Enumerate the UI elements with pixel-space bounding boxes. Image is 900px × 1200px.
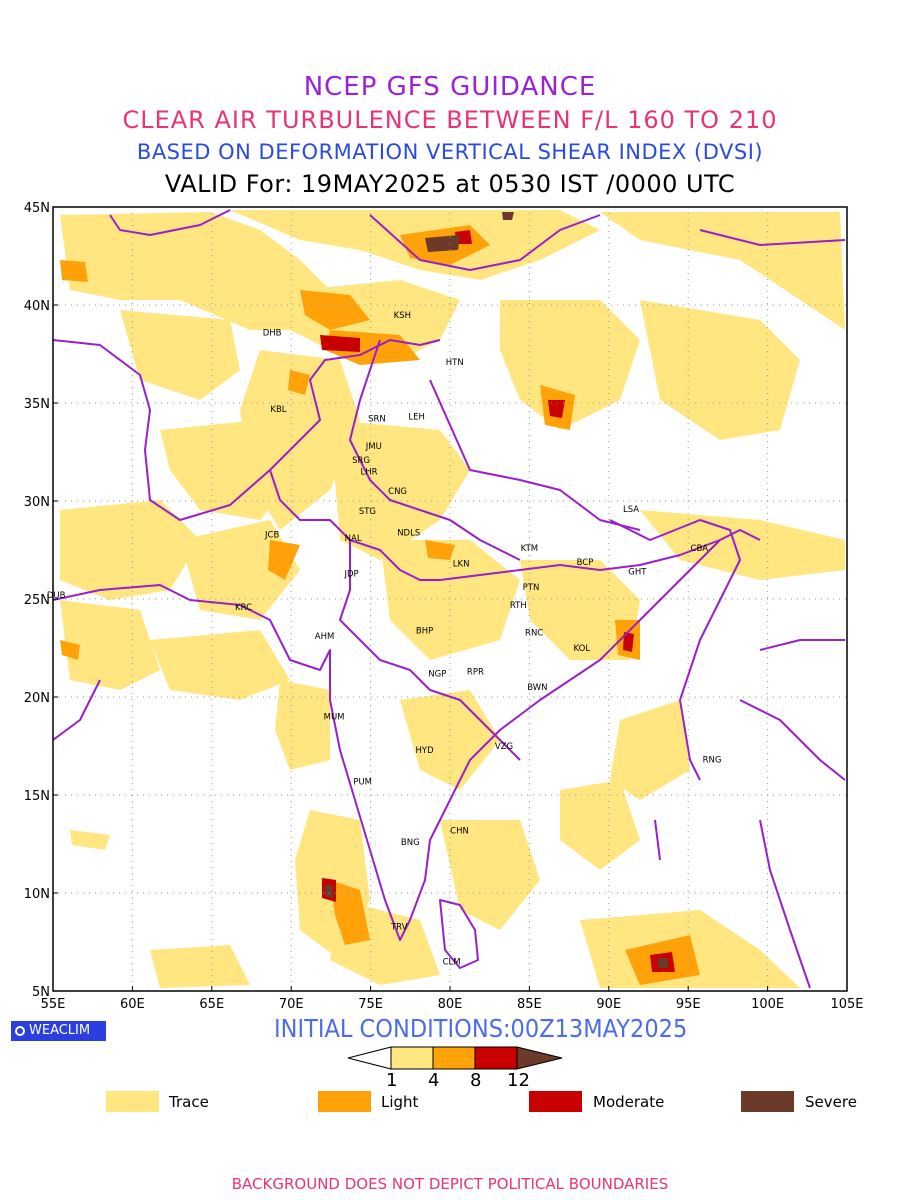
title-line-3: BASED ON DEFORMATION VERTICAL SHEAR INDE… [136, 140, 764, 164]
city-label: LEH [408, 413, 425, 423]
city-label: CBA [691, 544, 709, 554]
colorbar-bin-trace [390, 1046, 434, 1070]
lon-tick-label: 85E [517, 997, 542, 1012]
city-label: RNG [703, 756, 722, 766]
city-label: DHB [263, 328, 282, 338]
lat-tick-label: 45N [24, 201, 50, 216]
longitude-ticks: 55E 60E 65E 70E 75E 80E 85E 90E 95E 100E 105E [41, 986, 864, 1012]
colorbar-bin-moderate [474, 1046, 518, 1070]
city-label: CNG [388, 487, 407, 497]
city-label: BCP [577, 558, 594, 568]
city-label: SRG [352, 456, 370, 466]
city-label: PUM [353, 777, 372, 787]
city-label: TRV [390, 922, 408, 932]
city-label: LKN [453, 560, 470, 570]
city-label: CLM [443, 958, 461, 968]
city-label: HTN [446, 358, 464, 368]
weaclim-logo: WEACLIM [11, 1021, 106, 1041]
city-label: JCB [264, 530, 279, 540]
colorbar-tick-4: 4 [428, 1070, 440, 1091]
city-label: DUB [47, 591, 66, 601]
legend-swatch-moderate [529, 1091, 582, 1112]
city-label: JMU [365, 442, 382, 452]
footer-disclaimer: BACKGROUND DOES NOT DEPICT POLITICAL BOU… [231, 1175, 669, 1193]
lat-tick-label: 35N [24, 397, 50, 412]
lon-tick-label: 90E [596, 997, 621, 1012]
lat-tick-label: 5N [32, 985, 50, 1000]
lat-tick-label: 20N [24, 691, 50, 706]
lat-tick-label: 30N [24, 495, 50, 510]
valid-time: VALID For: 19MAY2025 at 0530 IST /0000 U… [164, 170, 736, 198]
city-label: MUM [324, 713, 345, 723]
title-line-2: CLEAR AIR TURBULENCE BETWEEN F/L 160 TO … [122, 106, 778, 134]
lon-tick-label: 80E [438, 997, 463, 1012]
lon-tick-label: 105E [830, 997, 863, 1012]
lon-tick-label: 70E [279, 997, 304, 1012]
legend-label-moderate: Moderate [593, 1093, 665, 1111]
legend-label-severe: Severe [805, 1093, 857, 1111]
latitude-ticks: 5N 10N 15N 20N 25N 30N 35N 40N 45N [24, 201, 58, 1000]
lon-tick-label: 100E [751, 997, 784, 1012]
legend-swatch-severe [741, 1091, 794, 1112]
lat-tick-label: 10N [24, 887, 50, 902]
colorbar-tick-8: 8 [470, 1070, 482, 1091]
city-label: RPR [467, 668, 484, 678]
lon-tick-label: 75E [358, 997, 383, 1012]
city-label: STG [359, 507, 376, 517]
city-labels: KSH DHB HTN KBL SRN LEH JMU SRG LHR CNG STG JCB NAL N… [47, 311, 722, 968]
lat-tick-label: 25N [24, 593, 50, 608]
city-label: SRN [368, 415, 386, 425]
legend-swatch-trace [106, 1091, 159, 1112]
colorbar [347, 1046, 563, 1070]
colorbar-high-triangle [516, 1046, 563, 1070]
city-label: NGP [428, 669, 446, 679]
city-label: KOL [574, 644, 591, 654]
lon-tick-label: 95E [676, 997, 701, 1012]
city-label: JDP [343, 570, 358, 580]
logo-circle-icon [15, 1026, 25, 1036]
city-label: VZG [495, 742, 513, 752]
city-label: LHR [360, 468, 377, 478]
lon-tick-label: 60E [120, 997, 145, 1012]
colorbar-tick-1: 1 [386, 1070, 398, 1091]
lat-tick-label: 40N [24, 299, 50, 314]
lon-tick-label: 65E [199, 997, 224, 1012]
city-label: KRC [235, 603, 252, 613]
colorbar-tick-12: 12 [507, 1070, 530, 1091]
colorbar-bin-light [432, 1046, 476, 1070]
city-label: LSA [623, 505, 639, 515]
boundaries [53, 209, 846, 989]
city-label: KSH [394, 311, 411, 321]
colorbar-low-triangle [347, 1046, 392, 1070]
legend-swatch-light [318, 1091, 371, 1112]
legend-label-trace: Trace [169, 1093, 209, 1111]
city-label: RNC [525, 628, 543, 638]
city-label: BWN [527, 683, 547, 693]
city-label: NDLS [397, 528, 420, 538]
logo-text: WEACLIM [29, 1023, 91, 1038]
city-label: CHN [450, 826, 469, 836]
city-label: PTN [523, 583, 540, 593]
city-label: RTH [510, 601, 527, 611]
title-line-1: NCEP GFS GUIDANCE [303, 72, 597, 102]
legend-label-light: Light [381, 1093, 419, 1111]
city-label: NAL [345, 534, 362, 544]
graticule [53, 207, 847, 991]
city-label: AHM [315, 632, 335, 642]
city-label: BNG [401, 838, 420, 848]
city-label: HYD [416, 746, 435, 756]
city-label: GHT [628, 568, 647, 578]
city-label: KBL [270, 405, 286, 415]
lat-tick-label: 15N [24, 789, 50, 804]
initial-conditions: INITIAL CONDITIONS:00Z13MAY2025 [274, 1014, 688, 1043]
lon-tick-label: 55E [41, 997, 66, 1012]
city-label: BHP [416, 626, 433, 636]
city-label: KTM [521, 544, 538, 554]
